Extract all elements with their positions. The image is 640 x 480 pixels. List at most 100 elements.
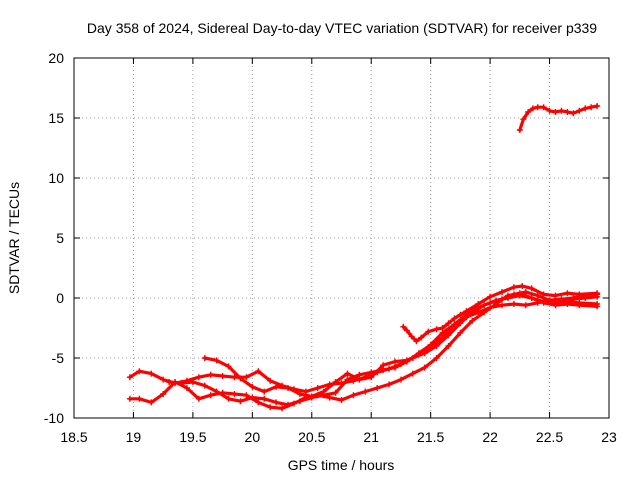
series-trace-2	[126, 290, 601, 412]
data-point	[160, 376, 167, 383]
data-point	[207, 371, 214, 378]
data-point	[368, 374, 375, 381]
x-tick-label: 22	[482, 429, 498, 445]
data-point	[136, 368, 143, 375]
data-point	[285, 385, 291, 391]
data-point	[273, 383, 280, 390]
data-point	[255, 368, 262, 375]
data-point	[195, 374, 202, 381]
data-point	[148, 370, 155, 377]
series-trace-3	[166, 293, 601, 408]
data-point	[237, 398, 244, 405]
series-trace-4	[201, 289, 601, 400]
data-point	[439, 325, 446, 331]
data-point	[475, 301, 482, 307]
grid-lines	[74, 58, 609, 418]
data-point	[528, 295, 535, 301]
data-point	[427, 344, 434, 351]
series-trace-5	[400, 283, 601, 345]
data-point	[225, 395, 232, 402]
data-point	[558, 107, 565, 114]
data-point	[546, 297, 553, 304]
data-point	[540, 291, 547, 298]
data-point	[457, 311, 464, 318]
data-point	[249, 383, 256, 390]
data-point	[296, 398, 303, 405]
data-point	[225, 363, 232, 370]
y-tick-label: -5	[52, 350, 65, 366]
x-tick-label: 19	[126, 429, 142, 445]
data-point	[201, 382, 208, 389]
data-series	[126, 103, 601, 412]
data-point	[231, 391, 238, 397]
data-point	[576, 302, 583, 309]
data-point	[445, 320, 452, 327]
data-point	[445, 343, 452, 349]
data-point	[582, 105, 589, 112]
axis-ticks	[73, 57, 610, 419]
data-point	[421, 364, 428, 371]
data-point	[231, 374, 238, 381]
data-point	[522, 302, 529, 309]
data-point	[392, 358, 398, 365]
data-point	[594, 103, 601, 109]
data-point	[332, 379, 339, 385]
data-point	[273, 399, 280, 406]
data-point	[207, 392, 214, 399]
x-axis-label: GPS time / hours	[288, 457, 395, 473]
data-point	[237, 375, 244, 382]
data-point	[243, 374, 250, 381]
x-tick-label: 22.5	[536, 429, 563, 445]
y-tick-label: 10	[48, 170, 64, 186]
data-point	[418, 334, 425, 341]
data-point	[588, 104, 595, 111]
data-point	[392, 364, 398, 371]
data-point	[178, 380, 184, 387]
data-point	[510, 291, 517, 298]
data-point	[594, 303, 601, 310]
data-point	[267, 377, 274, 384]
data-point	[320, 388, 327, 395]
data-point	[576, 291, 583, 298]
data-point	[166, 379, 173, 385]
data-point	[499, 289, 505, 295]
data-point	[261, 395, 268, 402]
x-tick-labels: 18.5 19 19.5 20 20.5 21 21.5 22 22.5 23	[60, 429, 617, 445]
data-point	[499, 296, 505, 303]
data-point	[487, 299, 494, 306]
data-point	[249, 394, 256, 401]
data-point	[160, 391, 167, 397]
data-point	[425, 328, 432, 335]
data-point	[350, 392, 357, 399]
data-point	[148, 399, 155, 406]
data-point	[439, 334, 446, 341]
y-tick-label: 15	[48, 110, 64, 126]
x-tick-label: 19.5	[179, 429, 206, 445]
x-tick-label: 20	[245, 429, 261, 445]
data-point	[413, 338, 420, 345]
x-tick-label: 21	[363, 429, 379, 445]
data-point	[267, 404, 274, 411]
y-tick-label: -10	[44, 410, 64, 426]
data-point	[564, 301, 571, 307]
data-point	[510, 284, 517, 291]
y-tick-label: 0	[56, 290, 64, 306]
data-point	[243, 392, 250, 399]
data-point	[433, 326, 440, 333]
series-line	[203, 290, 599, 398]
data-point	[409, 370, 416, 377]
data-point	[189, 379, 196, 385]
data-point	[356, 376, 363, 383]
data-point	[400, 323, 407, 330]
data-point	[279, 405, 286, 412]
data-point	[499, 302, 505, 309]
data-point	[457, 329, 464, 336]
data-point	[397, 376, 404, 383]
data-point	[469, 317, 476, 324]
data-point	[374, 385, 381, 391]
data-point	[552, 292, 559, 299]
data-point	[529, 105, 536, 112]
x-tick-label: 20.5	[298, 429, 325, 445]
data-point	[332, 389, 339, 396]
